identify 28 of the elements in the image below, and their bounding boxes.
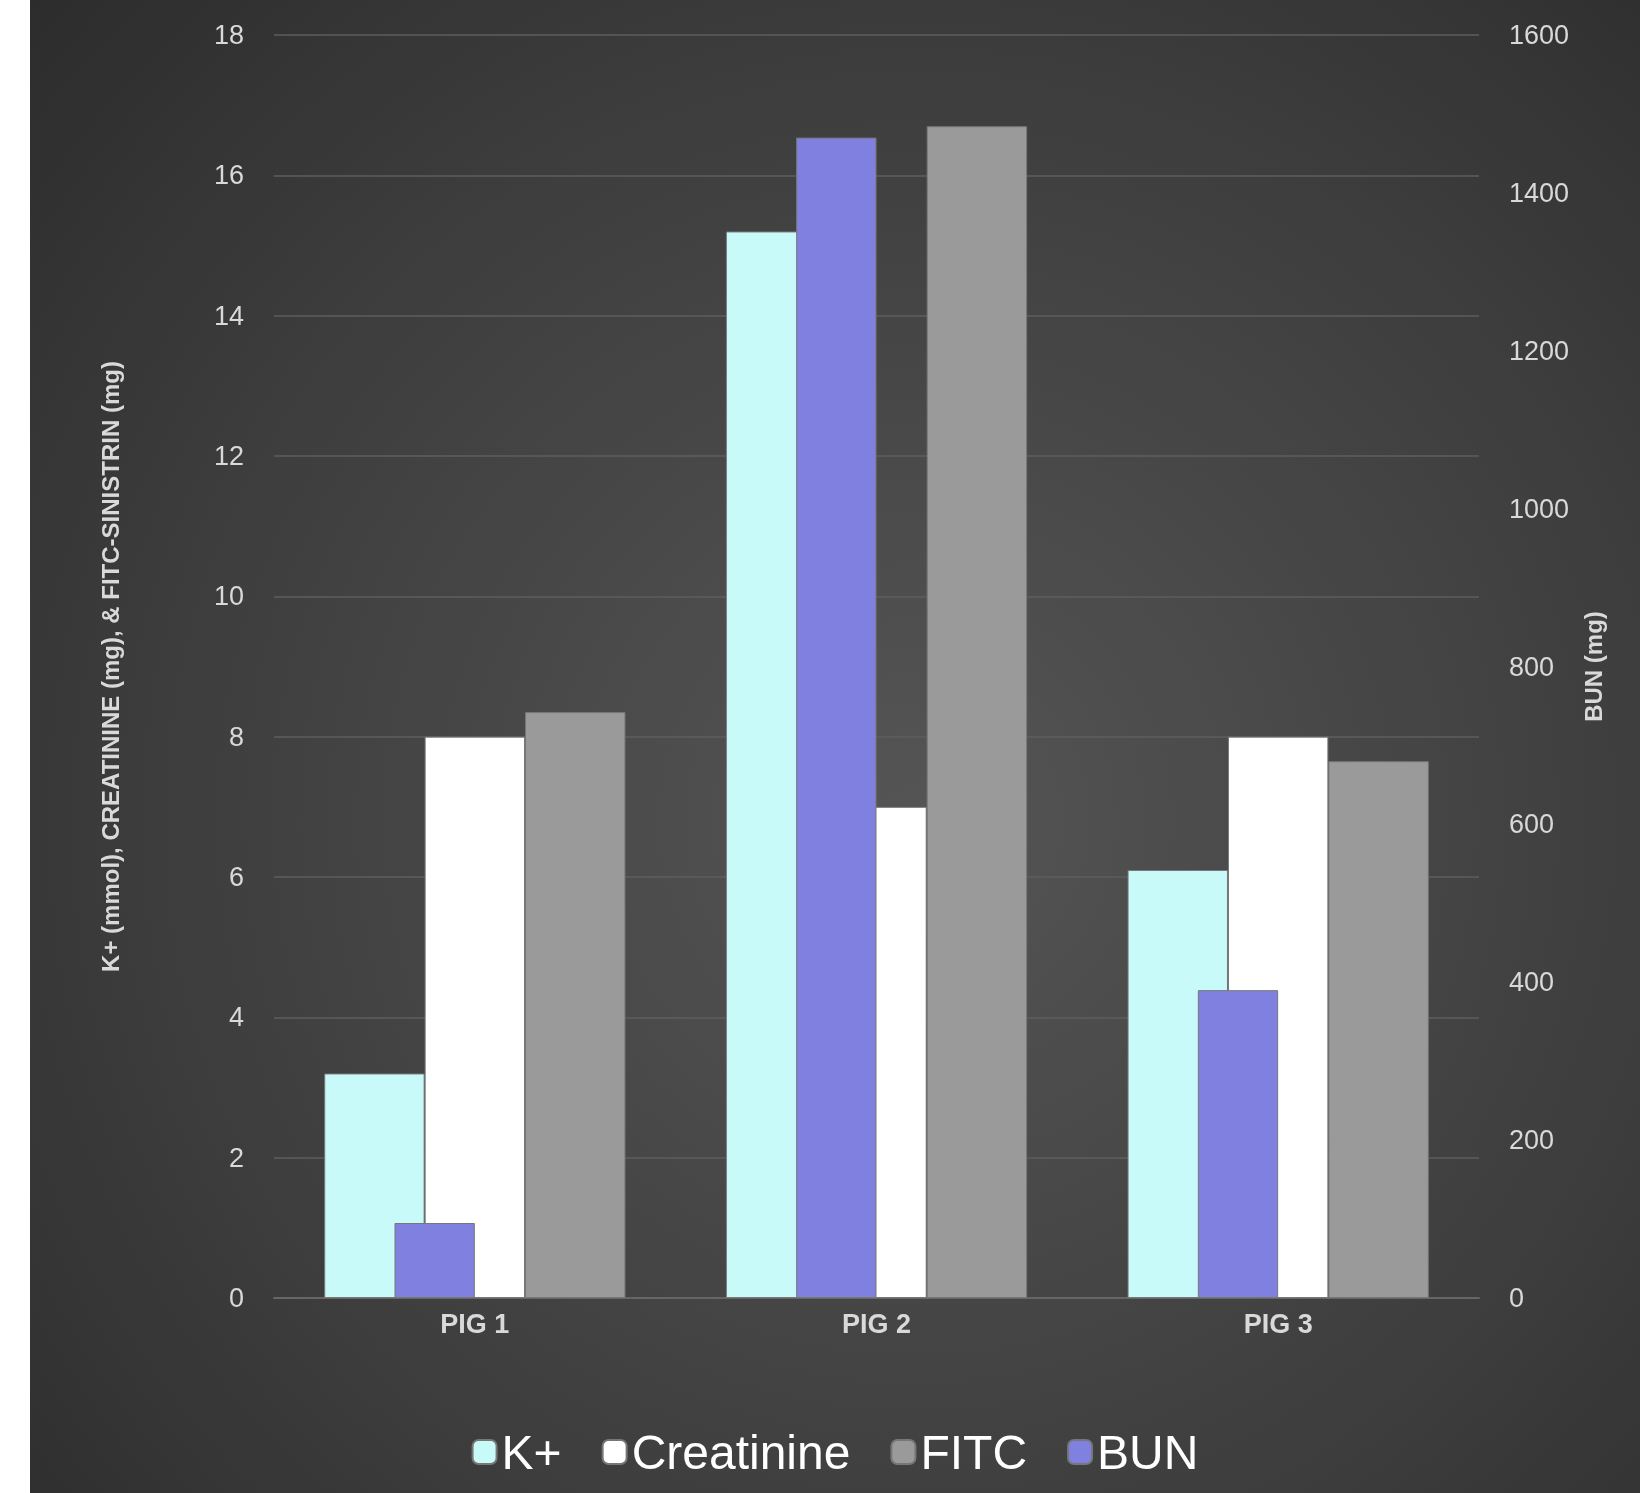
y-tick-label: 4 (228, 1002, 244, 1033)
legend-label: BUN (1097, 1425, 1199, 1479)
y2-tick-label: 1600 (1509, 20, 1570, 50)
y2-tick-label: 0 (1509, 1283, 1525, 1313)
legend-label: FITC (920, 1425, 1028, 1479)
y2-tick-label: 200 (1509, 1125, 1555, 1156)
x-tick-label: PIG 1 (440, 1308, 510, 1339)
y-tick-label: 14 (213, 300, 244, 331)
y2-tick-label: 600 (1509, 809, 1555, 840)
y2-axis-title: BUN (mg) (1580, 611, 1608, 722)
y-tick-label: 10 (213, 581, 244, 612)
y-tick-label: 12 (213, 441, 244, 471)
y-tick-label: 18 (213, 20, 244, 50)
y-tick-label: 2 (228, 1142, 244, 1173)
y-axis-title: K+ (mmol), CREATININE (mg), & FITC-SINISTRIN (mg) (96, 361, 124, 972)
x-tick-label: PIG 3 (1243, 1308, 1313, 1339)
y2-tick-label: 800 (1509, 651, 1555, 682)
x-tick-label: PIG 2 (841, 1308, 912, 1339)
y2-tick-label: 400 (1509, 967, 1555, 998)
y2-tick-label: 1400 (1509, 177, 1570, 208)
legend-label: Creatinine (631, 1425, 851, 1479)
y-tick-label: 6 (228, 862, 244, 892)
y-tick-label: 16 (213, 160, 244, 191)
legend-label: K+ (501, 1425, 562, 1479)
y2-tick-label: 1000 (1509, 493, 1570, 524)
y-tick-label: 0 (228, 1283, 244, 1313)
y2-tick-label: 1200 (1509, 335, 1570, 366)
y-tick-label: 8 (228, 721, 244, 752)
